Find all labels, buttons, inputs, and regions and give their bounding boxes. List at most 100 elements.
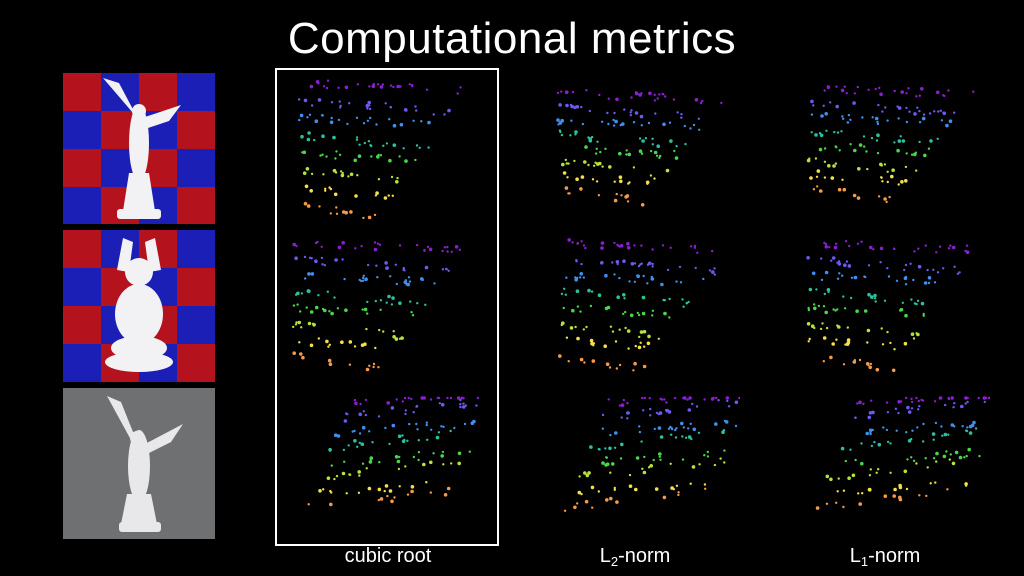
scatter-point — [701, 99, 704, 103]
scatter-point — [904, 313, 908, 318]
scatter-point — [579, 357, 584, 362]
scatter-point — [820, 257, 823, 260]
scatter-point — [607, 122, 610, 126]
scatter-point — [670, 426, 673, 430]
scatter-point — [686, 398, 689, 401]
scatter-point — [693, 246, 697, 249]
scatter-point — [307, 131, 311, 135]
scatter-point — [575, 177, 579, 181]
scatter-point — [713, 273, 716, 276]
scatter-point — [615, 367, 618, 370]
scatter-point — [664, 408, 668, 412]
scatter-point — [651, 265, 654, 268]
scatter-point — [632, 121, 636, 124]
scatter-point — [356, 174, 359, 177]
scatter-point — [346, 122, 349, 126]
scatter-point — [613, 111, 616, 115]
scatter-point — [673, 149, 676, 153]
scatter-point — [871, 411, 875, 414]
scatter-point — [843, 85, 846, 88]
scatter-point — [835, 85, 838, 88]
scatter-point — [964, 402, 967, 405]
scatter-point — [611, 330, 615, 333]
scatter-point — [613, 486, 616, 490]
scatter-point — [329, 120, 334, 125]
scatter-point — [820, 190, 823, 193]
scatter-point — [404, 279, 408, 282]
scatter-point — [576, 276, 579, 280]
scatter-point — [860, 442, 863, 445]
scatter-point — [905, 120, 909, 124]
scatter-point — [910, 332, 915, 336]
scatter-point — [447, 269, 450, 272]
scatter-point — [807, 308, 811, 312]
scatter-point — [424, 265, 429, 270]
scatter-point — [401, 434, 404, 437]
scatter-point — [662, 495, 667, 500]
scatter-point — [417, 458, 420, 462]
scatter-point — [813, 306, 817, 311]
scatter-point — [668, 121, 672, 124]
scatter-point — [832, 308, 835, 311]
scatter-point — [838, 149, 841, 152]
scatter-point — [723, 419, 727, 423]
scatter-point — [945, 123, 949, 128]
scatter-point — [385, 142, 389, 145]
scatter-point — [335, 150, 338, 153]
scatter-point — [357, 154, 362, 158]
scatter-point — [642, 409, 645, 412]
scatter-point — [843, 307, 847, 310]
scatter-point — [579, 187, 583, 191]
scatter-point — [392, 123, 397, 128]
scatter-point — [816, 185, 819, 188]
scatter-point — [873, 293, 877, 298]
scatter-point — [678, 265, 682, 269]
scatter-point — [299, 352, 303, 356]
highlight-box-cubic-root — [275, 68, 499, 546]
scatter-point — [634, 487, 638, 492]
scatter-point — [922, 113, 926, 116]
scatter-point — [386, 494, 389, 498]
scatter-point — [607, 398, 610, 401]
scatter-point — [615, 500, 619, 504]
scatter-point — [365, 103, 370, 108]
scatter-point — [933, 110, 936, 113]
scatter-point — [928, 112, 932, 115]
scatter-point — [810, 99, 814, 104]
scatter-point — [936, 271, 940, 274]
scatter-point — [663, 312, 666, 315]
scatter-point — [636, 311, 639, 315]
scatter-point — [952, 406, 955, 409]
scatter-point — [830, 176, 835, 180]
scatter-point — [388, 442, 391, 446]
scatter-point — [421, 278, 424, 282]
scatter-point — [623, 108, 626, 111]
scatter-point — [317, 82, 320, 85]
scatter-point — [876, 122, 880, 126]
scatter-point — [378, 243, 382, 246]
scatter-point — [676, 111, 679, 114]
scatter-point — [330, 311, 334, 316]
scatter-point — [860, 240, 863, 243]
scatter-point — [868, 411, 873, 415]
scatter-point — [383, 489, 386, 493]
scatter-point — [692, 427, 697, 432]
scatter-point — [927, 276, 932, 280]
scatter-point — [600, 120, 604, 123]
scatter-point — [947, 433, 950, 436]
scatter-point — [669, 139, 673, 143]
scatter-point — [877, 103, 880, 107]
scatter-point — [910, 400, 914, 404]
scatter-point — [372, 362, 376, 366]
scatter-point — [618, 175, 623, 179]
scatter-point — [675, 427, 678, 430]
scatter-point — [653, 427, 656, 431]
scatter-point — [338, 100, 341, 103]
scatter-point — [687, 408, 692, 412]
scatter-point — [398, 301, 402, 305]
scatter-point — [926, 466, 929, 469]
scatter-point — [689, 127, 692, 130]
scatter-point — [641, 396, 644, 400]
scatter-point — [869, 431, 872, 435]
scatter-point — [695, 405, 699, 408]
